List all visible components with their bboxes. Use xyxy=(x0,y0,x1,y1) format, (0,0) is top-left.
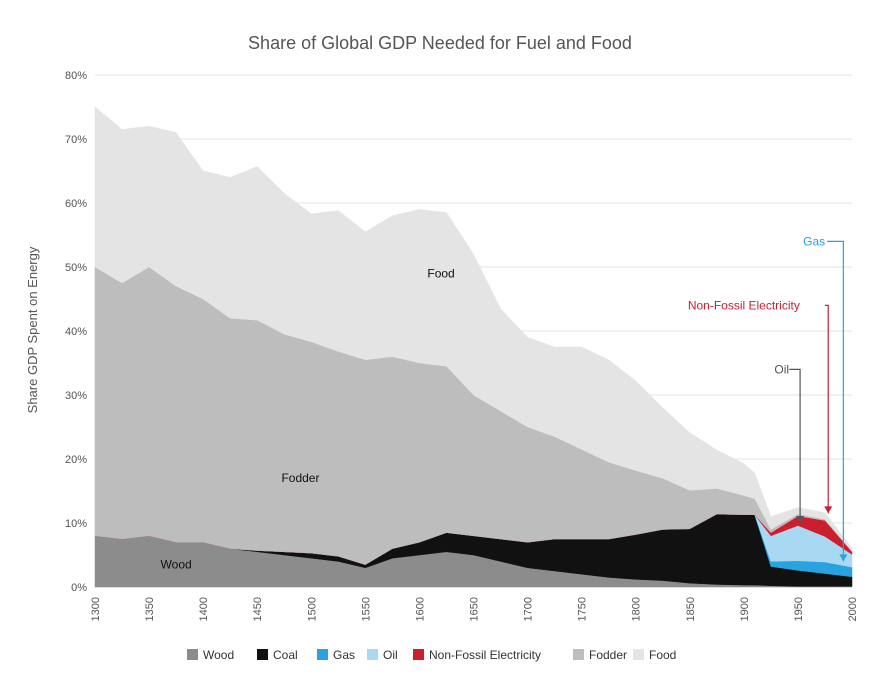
x-tick-label: 1300 xyxy=(90,597,102,621)
y-tick-label: 70% xyxy=(65,134,87,146)
annotation-gas: Gas xyxy=(803,234,825,248)
legend-label-food: Food xyxy=(649,648,676,662)
chart-title: Share of Global GDP Needed for Fuel and … xyxy=(248,33,632,53)
x-tick-label: 1600 xyxy=(414,597,426,621)
y-axis-ticks: 0% 10% 20% 30% 40% 50% 60% 70% 80% xyxy=(65,70,87,594)
annotation-non-fossil-electricity: Non-Fossil Electricity xyxy=(688,298,800,312)
y-tick-label: 80% xyxy=(65,70,87,82)
annotation-food: Food xyxy=(427,266,454,280)
x-tick-label: 2000 xyxy=(847,597,859,621)
legend-swatch-non-fossil-electricity xyxy=(413,649,424,660)
annotation-oil: Oil xyxy=(774,362,789,376)
x-tick-label: 1850 xyxy=(685,597,697,621)
legend-swatch-oil xyxy=(367,649,378,660)
legend-label-oil: Oil xyxy=(383,648,398,662)
x-tick-label: 1700 xyxy=(523,597,535,621)
legend-label-gas: Gas xyxy=(333,648,355,662)
x-tick-label: 1800 xyxy=(631,597,643,621)
stacked-areas xyxy=(94,106,853,588)
y-tick-label: 20% xyxy=(65,454,87,466)
y-tick-label: 10% xyxy=(65,518,87,530)
leader-line-non-fossil-electricity xyxy=(824,304,829,514)
y-tick-label: 60% xyxy=(65,198,87,210)
x-tick-label: 1550 xyxy=(360,597,372,621)
leader-arrow-oil xyxy=(796,516,805,523)
y-tick-label: 50% xyxy=(65,262,87,274)
legend-swatch-fodder xyxy=(573,649,584,660)
leader-arrow-non-fossil-electricity xyxy=(824,506,833,514)
legend-label-wood: Wood xyxy=(203,648,234,662)
leader-arrow-gas xyxy=(839,554,848,562)
legend: Wood Coal Gas Oil Non-Fossil Electricity Fodd… xyxy=(187,648,676,662)
legend-swatch-coal xyxy=(257,649,268,660)
y-tick-label: 0% xyxy=(71,582,87,594)
y-axis-label: Share GDP Spent on Energy xyxy=(25,246,40,413)
legend-label-coal: Coal xyxy=(273,648,298,662)
x-tick-label: 1450 xyxy=(252,597,264,621)
annotation-fodder: Fodder xyxy=(281,471,319,485)
x-tick-label: 1400 xyxy=(198,597,210,621)
y-tick-label: 40% xyxy=(65,326,87,338)
annotation-coal: Coal xyxy=(704,552,729,566)
leader-line-oil xyxy=(789,368,801,523)
annotations: Food Fodder Wood Coal Oil Non-Fossil Electric… xyxy=(161,234,848,572)
y-tick-label: 30% xyxy=(65,390,87,402)
x-tick-label: 1750 xyxy=(577,597,589,621)
legend-label-fodder: Fodder xyxy=(589,648,627,662)
area-food xyxy=(94,106,853,552)
x-tick-label: 1900 xyxy=(739,597,751,621)
legend-swatch-wood xyxy=(187,649,198,660)
legend-swatch-food xyxy=(633,649,644,660)
x-axis-ticks: 1300 1350 1400 1450 1500 1550 1600 1650 1700 1750… xyxy=(90,597,859,621)
x-tick-label: 1950 xyxy=(793,597,805,621)
x-tick-label: 1500 xyxy=(306,597,318,621)
legend-swatch-gas xyxy=(317,649,328,660)
annotation-wood: Wood xyxy=(161,558,192,572)
legend-label-non-fossil-electricity: Non-Fossil Electricity xyxy=(429,648,541,662)
x-tick-label: 1650 xyxy=(469,597,481,621)
leader-line-gas xyxy=(827,240,844,562)
x-tick-label: 1350 xyxy=(144,597,156,621)
